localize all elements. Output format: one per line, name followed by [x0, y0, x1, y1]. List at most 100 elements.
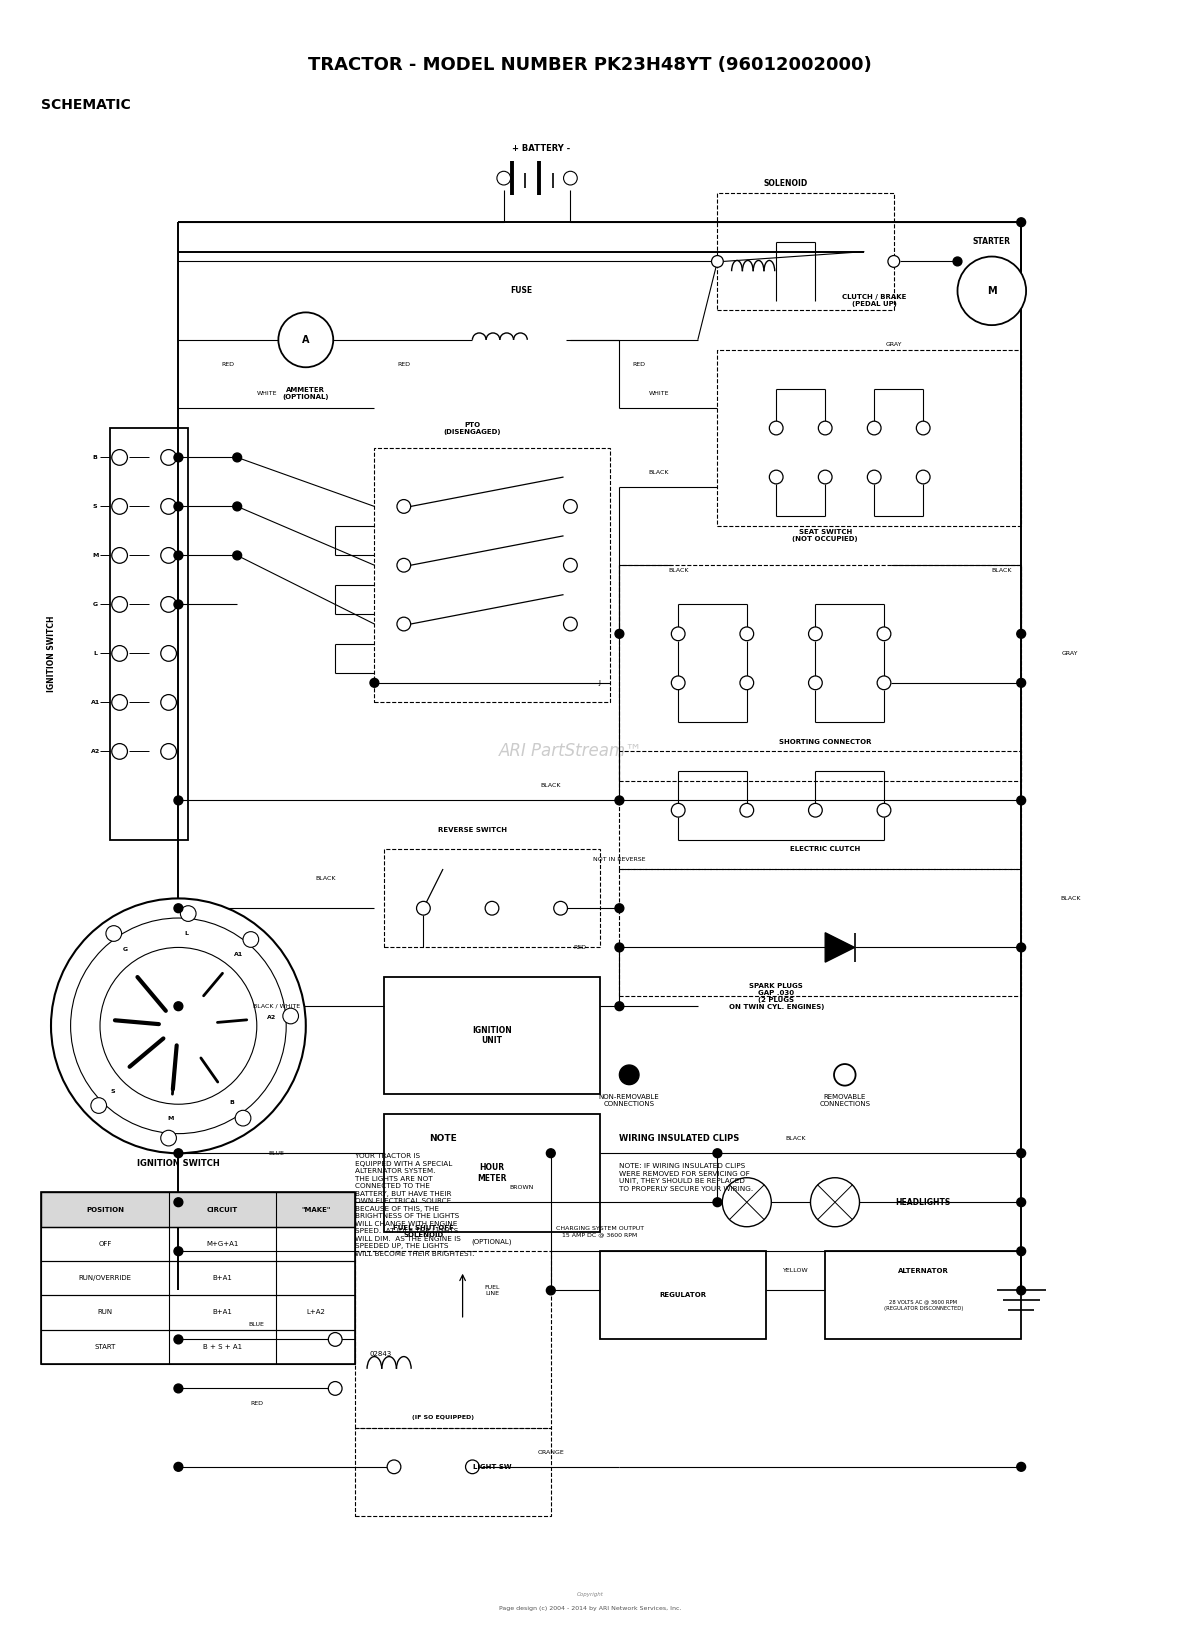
Circle shape [466, 1461, 479, 1474]
Circle shape [1017, 1198, 1025, 1206]
Text: GRAY: GRAY [1062, 651, 1079, 656]
Circle shape [417, 902, 431, 915]
Text: IGNITION SWITCH: IGNITION SWITCH [137, 1158, 219, 1168]
Polygon shape [825, 933, 854, 963]
Circle shape [867, 470, 881, 485]
Text: POSITION: POSITION [86, 1206, 124, 1213]
Circle shape [112, 450, 127, 465]
Text: FUEL SHUT-OFF
SOLENOID: FUEL SHUT-OFF SOLENOID [393, 1226, 454, 1239]
Text: BLACK: BLACK [315, 876, 335, 881]
Circle shape [769, 421, 784, 435]
Text: (OPTIONAL): (OPTIONAL) [472, 1239, 512, 1245]
Text: IGNITION
UNIT: IGNITION UNIT [472, 1025, 512, 1045]
Circle shape [396, 499, 411, 513]
Circle shape [1017, 1462, 1025, 1470]
Text: TRACTOR - MODEL NUMBER PK23H48YT (96012002000): TRACTOR - MODEL NUMBER PK23H48YT (960120… [308, 56, 872, 74]
Circle shape [1017, 1148, 1025, 1158]
Text: ORANGE: ORANGE [537, 1449, 564, 1454]
Circle shape [387, 1461, 401, 1474]
Circle shape [887, 256, 899, 268]
Circle shape [160, 695, 177, 710]
Text: FUEL
LINE: FUEL LINE [484, 1285, 500, 1296]
Text: SEAT SWITCH
(NOT OCCUPIED): SEAT SWITCH (NOT OCCUPIED) [793, 529, 858, 542]
Text: S: S [110, 1089, 114, 1094]
Text: START: START [94, 1344, 116, 1351]
Circle shape [232, 453, 242, 462]
Text: NOTE: IF WIRING INSULATED CLIPS
WERE REMOVED FOR SERVICING OF
UNIT, THEY SHOULD : NOTE: IF WIRING INSULATED CLIPS WERE REM… [620, 1163, 754, 1191]
Text: G: G [123, 946, 127, 951]
Text: WHITE: WHITE [256, 391, 277, 396]
Circle shape [173, 1148, 183, 1158]
Text: WHITE: WHITE [648, 391, 669, 396]
Circle shape [564, 499, 577, 513]
Circle shape [485, 902, 499, 915]
Circle shape [232, 503, 242, 511]
Text: + BATTERY -: + BATTERY - [512, 145, 570, 153]
Text: B: B [93, 455, 98, 460]
Text: BLACK / WHITE: BLACK / WHITE [253, 1004, 300, 1009]
Text: ARI PartStream™: ARI PartStream™ [498, 743, 642, 761]
Bar [41, 1329, 355, 1364]
Circle shape [328, 1382, 342, 1395]
Circle shape [808, 628, 822, 641]
Circle shape [396, 618, 411, 631]
Bar [41, 1295, 355, 1329]
Text: AMMETER
(OPTIONAL): AMMETER (OPTIONAL) [282, 388, 329, 401]
Circle shape [160, 1130, 177, 1145]
Circle shape [671, 675, 686, 690]
Circle shape [1017, 943, 1025, 951]
Text: RUN/OVERRIDE: RUN/OVERRIDE [78, 1275, 131, 1282]
Text: BLACK: BLACK [668, 567, 688, 573]
Circle shape [740, 675, 754, 690]
Text: BLACK: BLACK [991, 567, 1012, 573]
Text: BLACK: BLACK [540, 784, 560, 789]
Circle shape [283, 1009, 299, 1024]
Text: A2: A2 [91, 749, 100, 754]
Text: CHARGING SYSTEM OUTPUT
15 AMP DC @ 3600 RPM: CHARGING SYSTEM OUTPUT 15 AMP DC @ 3600 … [556, 1226, 644, 1237]
Circle shape [769, 470, 784, 485]
Circle shape [1017, 1247, 1025, 1255]
Circle shape [564, 618, 577, 631]
Text: SOLENOID: SOLENOID [763, 179, 808, 187]
Circle shape [160, 498, 177, 514]
Text: L: L [93, 651, 97, 656]
Bar [717, 350, 1021, 526]
Circle shape [173, 600, 183, 610]
Text: RED: RED [250, 1400, 263, 1406]
Circle shape [615, 795, 624, 805]
Circle shape [328, 1332, 342, 1346]
Circle shape [553, 902, 568, 915]
Circle shape [160, 646, 177, 660]
Bar [717, 192, 893, 311]
Circle shape [497, 171, 511, 186]
Circle shape [615, 943, 624, 951]
Text: ELECTRIC CLUTCH: ELECTRIC CLUTCH [791, 846, 860, 853]
Text: BLACK: BLACK [786, 1135, 806, 1140]
Circle shape [867, 421, 881, 435]
Circle shape [173, 904, 183, 912]
Text: BROWN: BROWN [510, 1185, 533, 1190]
Circle shape [173, 1198, 183, 1206]
Circle shape [160, 596, 177, 613]
Circle shape [1017, 1286, 1025, 1295]
Circle shape [546, 1148, 556, 1158]
Text: L: L [184, 930, 189, 935]
Circle shape [1017, 795, 1025, 805]
Text: A1: A1 [234, 951, 243, 956]
Text: SPARK PLUGS
GAP .030
(2 PLUGS
ON TWIN CYL. ENGINES): SPARK PLUGS GAP .030 (2 PLUGS ON TWIN CY… [728, 983, 824, 1010]
Circle shape [160, 547, 177, 564]
Bar [825, 1252, 1021, 1339]
Circle shape [808, 803, 822, 817]
Text: LIGHT SW: LIGHT SW [473, 1464, 511, 1470]
Bar [385, 849, 599, 948]
Circle shape [1017, 629, 1025, 637]
Text: A2: A2 [267, 1015, 276, 1020]
Circle shape [877, 803, 891, 817]
Circle shape [615, 904, 624, 912]
Text: BLACK: BLACK [648, 470, 669, 475]
Text: PTO
(DISENGAGED): PTO (DISENGAGED) [444, 422, 502, 434]
Circle shape [106, 925, 122, 941]
Circle shape [112, 596, 127, 613]
Circle shape [564, 559, 577, 572]
Circle shape [173, 795, 183, 805]
